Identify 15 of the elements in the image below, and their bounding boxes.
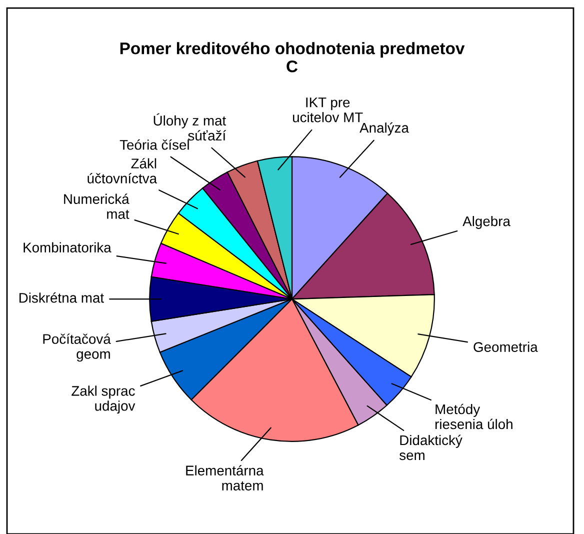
slice-label: Elementárna matem — [186, 465, 264, 490]
slice-label: IKT pre ucitelov MT — [293, 98, 363, 122]
slice-label: Teória čísel — [120, 139, 189, 150]
slice-label: Algebra — [462, 216, 510, 229]
slice-label: Počítačová geom — [43, 334, 111, 362]
slice-label: Geometria — [474, 342, 538, 352]
slice-label: Diskrétna mat — [20, 292, 104, 303]
chart-title: Pomer kreditového ohodnotenia predmetov C — [120, 42, 465, 72]
slice-label: Didaktický sem — [400, 434, 462, 460]
slice-label: Zákl účtovníctva — [88, 158, 158, 184]
slice-label: Metódy riesenia úloh — [435, 404, 512, 430]
slice-label: Analýza — [360, 122, 409, 136]
slice-label: Kombinatorika — [24, 242, 112, 252]
slice-label: Numerická mat — [64, 194, 130, 219]
slice-label: Zakl sprac udajov — [72, 386, 136, 414]
